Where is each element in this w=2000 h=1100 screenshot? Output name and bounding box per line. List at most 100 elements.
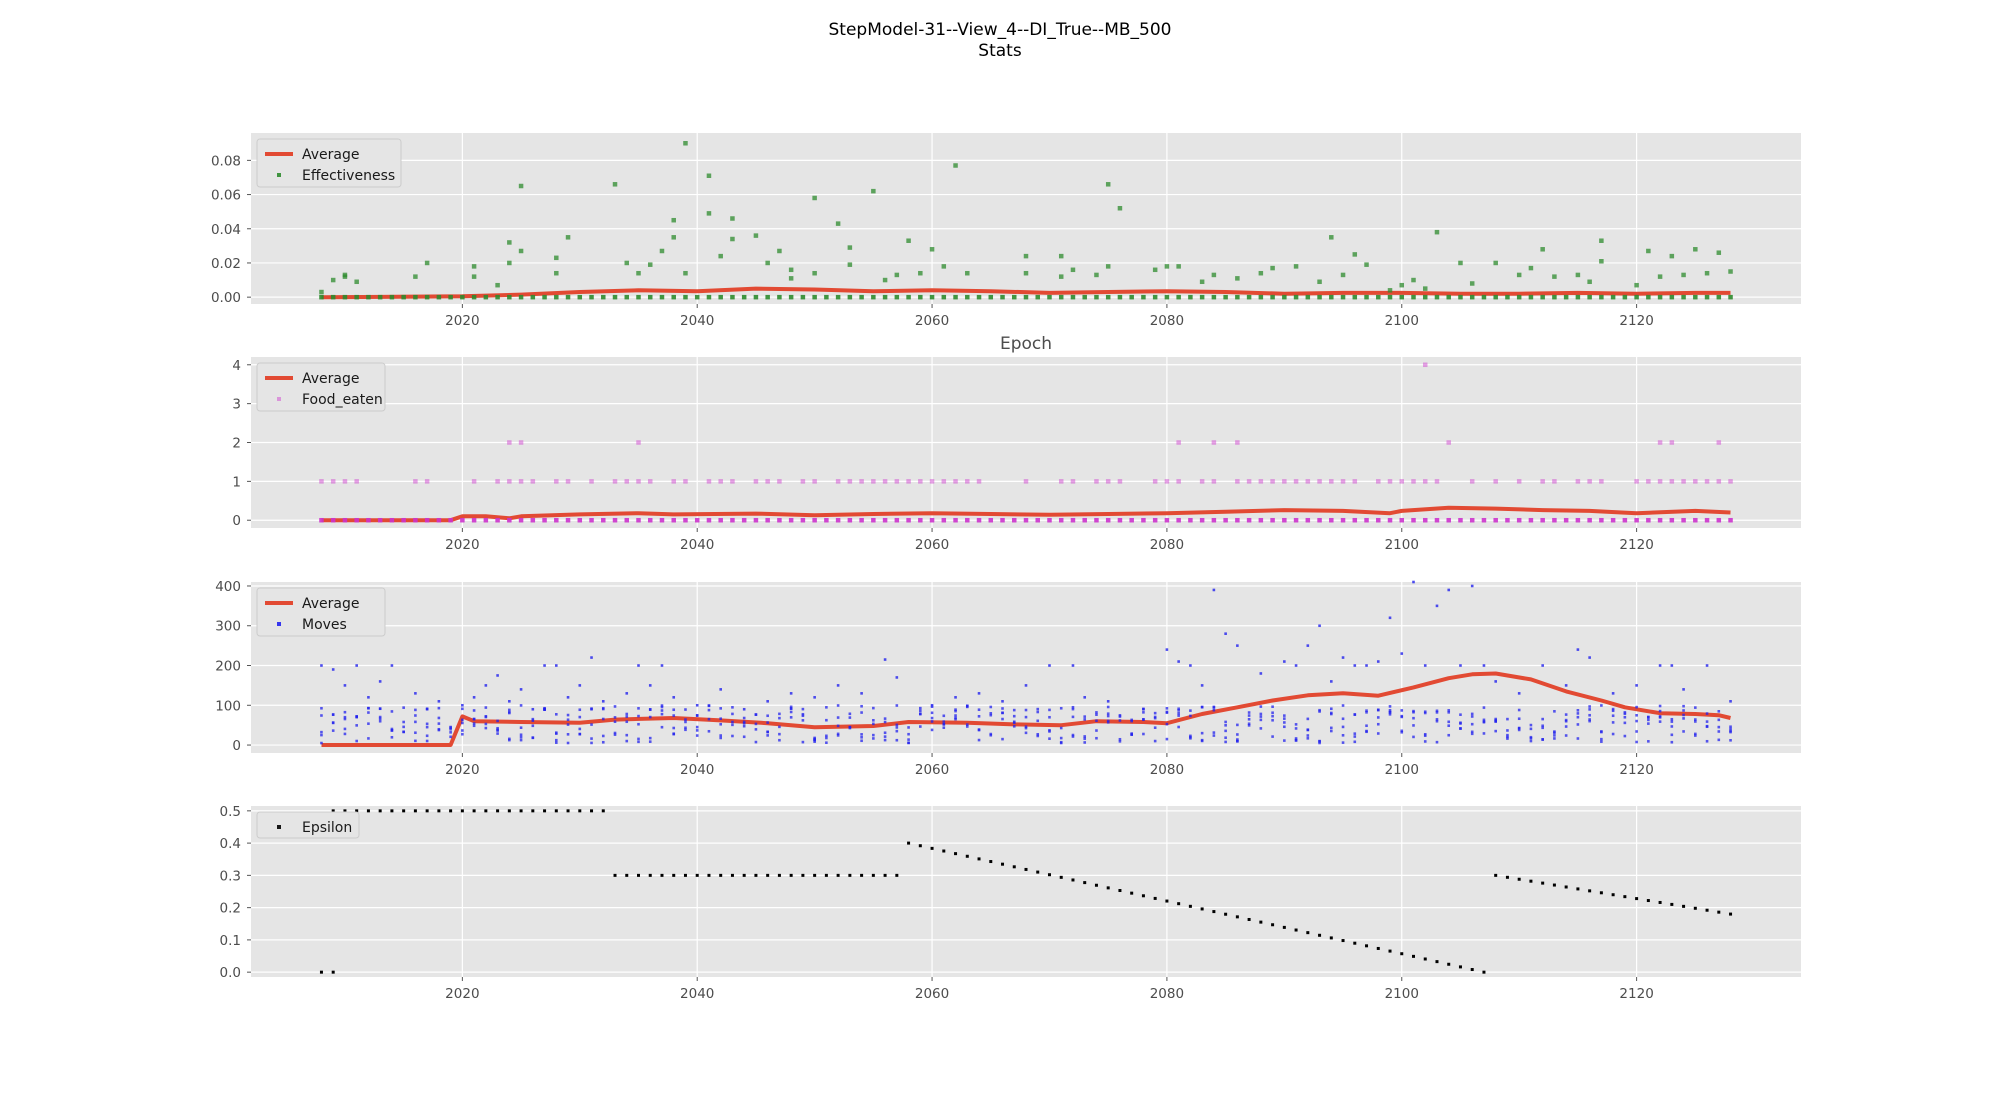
moves-point [719, 707, 722, 710]
epsilon-point [1188, 904, 1192, 908]
moves-point [390, 729, 394, 732]
moves-point [1177, 709, 1180, 712]
food_eaten-zero-point [1434, 517, 1440, 523]
food_eaten-point [918, 479, 923, 484]
food_eaten-point [953, 479, 958, 484]
moves-point [848, 712, 852, 716]
y-tick-label: 3 [232, 397, 241, 413]
moves-point [1165, 648, 1169, 651]
food_eaten-zero-point [518, 517, 524, 523]
effectiveness-point [1317, 279, 1322, 285]
food_eaten-zero-point [354, 517, 359, 523]
food_eaten-point [1211, 440, 1217, 445]
epsilon-point [730, 873, 734, 877]
x-tick-label: 2080 [1150, 762, 1184, 778]
moves-point [977, 708, 981, 712]
food_eaten-point [1176, 479, 1181, 484]
food_eaten-zero-point [495, 517, 500, 523]
y-tick-label: 400 [215, 579, 241, 595]
moves-point [555, 732, 558, 735]
food_eaten-point [1575, 479, 1581, 484]
effectiveness-point [706, 211, 712, 216]
food_eaten-zero-point [601, 517, 606, 523]
food_eaten-zero-point [941, 517, 947, 523]
food_eaten-zero-point [1469, 517, 1475, 523]
moves-point [1576, 737, 1580, 740]
chart-panel-1: 2020 2040 2060 2080 2100 2120 0.00 0.02 0.04 0.06… [211, 133, 1801, 354]
moves-point [637, 740, 640, 744]
epsilon-point [1318, 933, 1322, 937]
moves-point [789, 705, 793, 709]
food_eaten-point [1211, 479, 1217, 484]
food_eaten-point [1293, 479, 1299, 484]
epsilon-point [578, 809, 582, 813]
moves-point [472, 724, 476, 728]
moves-point [1224, 740, 1227, 744]
moves-point [895, 729, 899, 733]
epsilon-point [1094, 883, 1098, 887]
epsilon-point [907, 841, 911, 845]
moves-point [1459, 713, 1462, 716]
epsilon-point [1705, 908, 1709, 912]
moves-point [1341, 741, 1345, 744]
epsilon-point [1341, 939, 1345, 943]
moves-point [895, 676, 899, 679]
epsilon-point [625, 873, 629, 877]
food_eaten-point [800, 479, 806, 484]
moves-point [1330, 726, 1333, 730]
effectiveness-point [471, 264, 477, 269]
y-tick-label: 100 [215, 698, 241, 714]
food_eaten-zero-point [1047, 517, 1052, 523]
food_eaten-zero-point [1364, 517, 1369, 523]
effectiveness-point [1258, 270, 1264, 276]
moves-point [1435, 740, 1439, 744]
moves-point [1189, 714, 1192, 718]
moves-point [531, 736, 535, 740]
food_eaten-point [1716, 479, 1722, 484]
x-tick-label: 2040 [680, 313, 714, 329]
effectiveness-point [1329, 235, 1334, 240]
effectiveness-point [659, 248, 665, 254]
effectiveness-zero-point [647, 294, 653, 300]
moves-point [1071, 715, 1075, 719]
legend-box [256, 362, 386, 412]
moves-point [778, 732, 781, 736]
effectiveness-point [1364, 262, 1369, 267]
effectiveness-zero-point [1657, 294, 1663, 300]
food_eaten-zero-point [1329, 517, 1334, 523]
effectiveness-zero-point [1188, 294, 1193, 300]
moves-point [1071, 733, 1075, 737]
moves-point [1012, 725, 1016, 728]
moves-point [1247, 714, 1251, 717]
food_eaten-zero-point [1235, 517, 1240, 523]
effectiveness-zero-point [366, 294, 371, 300]
moves-point [684, 720, 687, 724]
moves-point [449, 725, 452, 729]
effectiveness-zero-point [1364, 294, 1369, 300]
legend-moves-swatch [277, 622, 281, 626]
x-tick-label: 2100 [1385, 986, 1419, 1002]
moves-point [402, 730, 405, 734]
moves-point [1506, 737, 1509, 740]
moves-point [660, 664, 664, 667]
moves-point [1318, 740, 1321, 743]
effectiveness-zero-point [1599, 294, 1604, 300]
effectiveness-point [647, 262, 653, 267]
moves-point [1658, 716, 1662, 719]
moves-point [1283, 714, 1286, 717]
moves-point [1635, 713, 1638, 717]
effectiveness-zero-point [835, 294, 841, 300]
epsilon-point [1306, 931, 1310, 935]
y-tick-label: 4 [232, 358, 241, 374]
moves-point [1177, 707, 1180, 711]
food_eaten-zero-point [1000, 517, 1005, 523]
food_eaten-zero-point [1552, 517, 1557, 523]
food_eaten-zero-point [1575, 517, 1581, 523]
effectiveness-point [882, 277, 888, 283]
moves-point [1459, 722, 1462, 725]
food_eaten-zero-point [683, 517, 688, 523]
moves-point [613, 705, 617, 708]
legend-food_eaten-swatch [277, 397, 281, 401]
food_eaten-zero-point [671, 517, 676, 523]
